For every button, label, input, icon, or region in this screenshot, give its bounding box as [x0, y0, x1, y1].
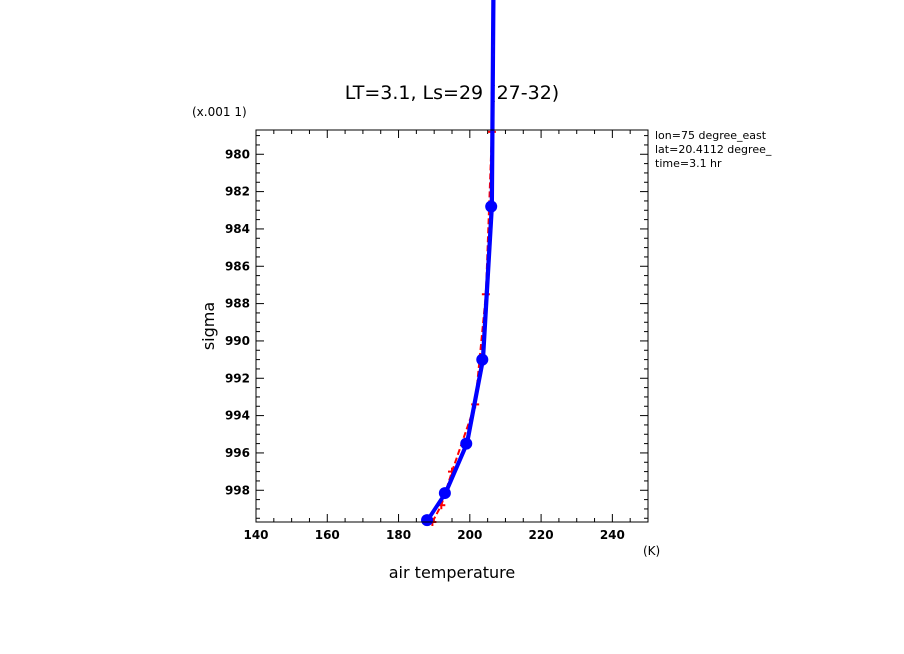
annotation-block: lon=75 degree_east lat=20.4112 degree_ t… [655, 129, 772, 170]
plot-frame [255, 129, 649, 523]
y-axis: 980 982 984 986 988 990 992 994 996 998 [225, 135, 648, 519]
x-tick-label: 140 [243, 528, 268, 542]
y-tick-label: 980 [225, 147, 250, 161]
y-tick-label: 982 [225, 185, 250, 199]
chart-title: LT=3.1, Ls=29 (27-32) [345, 82, 559, 104]
x-tick-label: 220 [529, 528, 554, 542]
series-point-blue [485, 200, 498, 213]
y-multiplier-label: (x.001 1) [192, 105, 247, 119]
series-layer [421, 0, 498, 527]
series-point-blue [438, 487, 451, 500]
y-tick-label: 994 [225, 409, 250, 423]
y-tick-label: 988 [225, 297, 250, 311]
x-axis-label: air temperature [389, 563, 515, 582]
x-tick-label: 240 [600, 528, 625, 542]
annotation-time: time=3.1 hr [655, 157, 722, 170]
annotation-lon: lon=75 degree_east [655, 129, 767, 142]
x-tick-label: 160 [315, 528, 340, 542]
series-line-blue [425, 0, 495, 521]
series-point-blue [460, 437, 473, 450]
series-point-blue [421, 514, 434, 527]
y-tick-label: 992 [225, 371, 250, 385]
y-tick-label: 990 [225, 334, 250, 348]
annotation-lat: lat=20.4112 degree_ [655, 143, 772, 156]
x-tick-label: 200 [457, 528, 482, 542]
x-axis: 140 160 180 200 220 240 [243, 130, 631, 542]
y-tick-label: 996 [225, 446, 250, 460]
y-tick-label: 998 [225, 483, 250, 497]
y-tick-label: 986 [225, 259, 250, 273]
y-tick-label: 984 [225, 222, 250, 236]
y-axis-label: sigma [199, 302, 218, 350]
series-point-blue [476, 353, 489, 366]
x-unit-label: (K) [643, 544, 660, 558]
x-tick-label: 180 [386, 528, 411, 542]
